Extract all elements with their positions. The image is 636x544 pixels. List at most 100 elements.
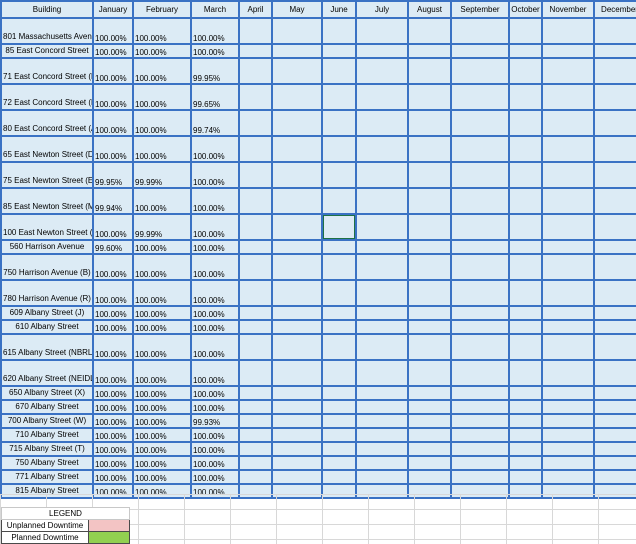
column-header-june[interactable]: June [321,0,357,19]
value-cell[interactable]: 100.00% [92,469,134,485]
empty-cell[interactable] [271,441,323,457]
empty-cell[interactable] [541,319,595,335]
empty-cell[interactable] [321,469,357,485]
empty-cell[interactable] [508,43,543,59]
value-cell[interactable]: 100.00% [190,43,240,59]
empty-cell[interactable] [450,305,510,321]
value-cell[interactable]: 100.00% [190,279,240,307]
empty-cell[interactable] [508,455,543,471]
empty-cell[interactable] [355,413,409,429]
empty-cell[interactable] [321,427,357,443]
empty-cell[interactable] [271,161,323,189]
column-header-april[interactable]: April [238,0,273,19]
value-cell[interactable]: 100.00% [190,427,240,443]
value-cell[interactable]: 100.00% [190,187,240,215]
value-cell[interactable]: 100.00% [92,43,134,59]
empty-cell[interactable] [271,385,323,401]
empty-cell[interactable] [508,187,543,215]
building-cell[interactable]: 609 Albany Street (J) [0,305,94,321]
empty-cell[interactable] [238,239,273,255]
value-cell[interactable]: 99.95% [92,161,134,189]
column-header-january[interactable]: January [92,0,134,19]
empty-cell[interactable] [541,213,595,241]
value-cell[interactable]: 100.00% [190,441,240,457]
value-cell[interactable]: 100.00% [92,359,134,387]
empty-cell[interactable] [271,413,323,429]
value-cell[interactable]: 100.00% [132,455,192,471]
empty-cell[interactable] [541,359,595,387]
empty-cell[interactable] [321,17,357,45]
empty-cell[interactable] [238,279,273,307]
empty-cell[interactable] [271,333,323,361]
empty-cell[interactable] [271,359,323,387]
value-cell[interactable]: 100.00% [190,385,240,401]
empty-cell[interactable] [407,427,452,443]
empty-cell[interactable] [407,333,452,361]
empty-cell[interactable] [407,43,452,59]
value-cell[interactable]: 100.00% [132,413,192,429]
column-header-building[interactable]: Building [0,0,94,19]
empty-cell[interactable] [321,319,357,335]
column-header-october[interactable]: October [508,0,543,19]
empty-cell[interactable] [450,319,510,335]
empty-cell[interactable] [541,17,595,45]
building-cell[interactable]: 80 East Concord Street (A) [0,109,94,137]
value-cell[interactable]: 100.00% [132,109,192,137]
empty-cell[interactable] [541,109,595,137]
empty-cell[interactable] [271,43,323,59]
value-cell[interactable]: 100.00% [92,333,134,361]
value-cell[interactable]: 100.00% [190,319,240,335]
empty-cell[interactable] [321,239,357,255]
empty-cell[interactable] [508,441,543,457]
empty-cell[interactable] [238,399,273,415]
empty-cell[interactable] [407,161,452,189]
value-cell[interactable]: 100.00% [190,333,240,361]
empty-cell[interactable] [593,17,636,45]
empty-cell[interactable] [541,455,595,471]
empty-cell[interactable] [450,469,510,485]
empty-cell[interactable] [541,399,595,415]
empty-cell[interactable] [450,399,510,415]
value-cell[interactable]: 100.00% [132,333,192,361]
column-header-august[interactable]: August [407,0,452,19]
empty-cell[interactable] [508,427,543,443]
empty-cell[interactable] [238,305,273,321]
empty-cell[interactable] [508,57,543,85]
empty-cell[interactable] [355,239,409,255]
value-cell[interactable]: 100.00% [92,385,134,401]
empty-cell[interactable] [355,305,409,321]
empty-cell[interactable] [593,253,636,281]
building-cell[interactable]: 85 East Concord Street [0,43,94,59]
empty-cell[interactable] [355,161,409,189]
empty-cell[interactable] [238,319,273,335]
empty-cell[interactable] [238,161,273,189]
empty-cell[interactable] [271,213,323,241]
building-cell[interactable]: 650 Albany Street (X) [0,385,94,401]
empty-cell[interactable] [321,57,357,85]
column-header-december[interactable]: December [593,0,636,19]
value-cell[interactable]: 100.00% [190,455,240,471]
empty-cell[interactable] [450,83,510,111]
value-cell[interactable]: 100.00% [132,239,192,255]
empty-cell[interactable] [355,455,409,471]
empty-cell[interactable] [321,253,357,281]
column-header-march[interactable]: March [190,0,240,19]
building-cell[interactable]: 75 East Newton Street (E) [0,161,94,189]
empty-cell[interactable] [450,455,510,471]
value-cell[interactable]: 100.00% [132,319,192,335]
building-cell[interactable]: 780 Harrison Avenue (R) [0,279,94,307]
empty-cell[interactable] [450,161,510,189]
empty-cell[interactable] [271,57,323,85]
empty-cell[interactable] [450,57,510,85]
empty-cell[interactable] [407,469,452,485]
column-header-may[interactable]: May [271,0,323,19]
empty-cell[interactable] [407,213,452,241]
empty-cell[interactable] [238,333,273,361]
empty-cell[interactable] [238,57,273,85]
empty-cell[interactable] [271,427,323,443]
value-cell[interactable]: 100.00% [92,253,134,281]
empty-cell[interactable] [508,239,543,255]
empty-cell[interactable] [593,319,636,335]
empty-cell[interactable] [508,135,543,163]
value-cell[interactable]: 99.65% [190,83,240,111]
